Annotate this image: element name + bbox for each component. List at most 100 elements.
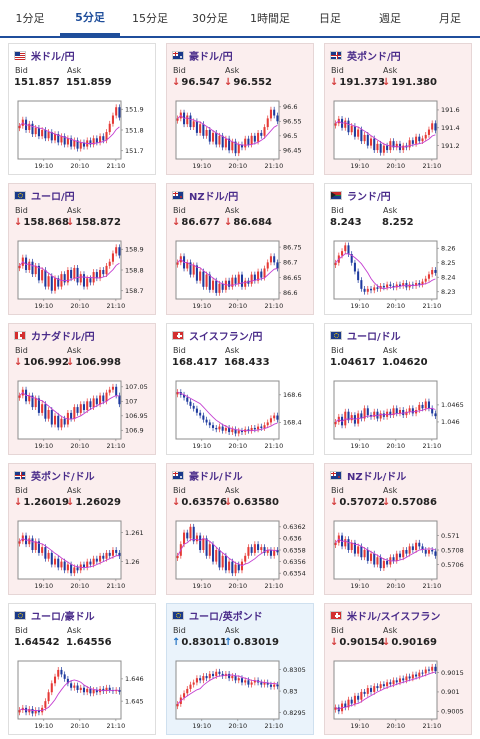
candle-body: [427, 401, 430, 409]
rate-card[interactable]: 米ドル/スイスフラン Bid Ask ↓0.90154 ↓0.90169 0.9015 0.…: [324, 603, 472, 735]
tab-timeframe[interactable]: 週足: [379, 12, 401, 25]
candle-body: [237, 430, 240, 434]
candle-body: [118, 690, 121, 692]
candlestick-chart[interactable]: 191.6 191.4 191.2 19:10 20:10 21:10: [329, 99, 469, 173]
candle-body: [231, 277, 234, 287]
candlestick-chart[interactable]: 1.0465 1.046 19:10 20:10 21:10: [329, 379, 469, 453]
rate-card[interactable]: 英ポンド/円 Bid Ask ↓191.373 ↓191.380 191.6 191.4 19…: [324, 43, 472, 175]
rate-card[interactable]: ユーロ/円 Bid Ask ↓158.868 ↓158.872 158.9 158.8 158…: [8, 183, 156, 315]
tab-timeframe[interactable]: 1分足: [15, 12, 45, 25]
tab-timeframe[interactable]: 1時間足: [250, 12, 290, 25]
candle-body: [350, 415, 353, 421]
y-tick-label: 0.6354: [283, 570, 306, 578]
candle-body: [205, 274, 208, 287]
candle-body: [250, 274, 253, 284]
candle-body: [405, 550, 408, 554]
y-tick-label: 1.645: [125, 697, 144, 705]
tab-timeframe[interactable]: 日足: [319, 12, 341, 25]
candle-body: [257, 426, 260, 430]
tab-timeframe[interactable]: 30分足: [192, 12, 228, 25]
arrow-down-icon: ↓: [330, 637, 339, 648]
candle-body: [395, 680, 398, 683]
candlestick-chart[interactable]: 151.9 151.8 151.7 19:10 20:10 21:10: [13, 99, 153, 173]
x-tick-label: 19:10: [350, 722, 369, 730]
candlestick-chart[interactable]: 96.6 96.55 96.5 96.45 19:10 20:10 21:10: [171, 99, 311, 173]
arrow-down-icon: ↓: [14, 217, 23, 228]
tab-timeframe[interactable]: 5分足: [60, 0, 120, 36]
y-tick-label: 0.9015: [441, 669, 464, 677]
za-flag: [330, 190, 342, 200]
rate-card[interactable]: 豪ドル/ドル Bid Ask ↓0.63576 ↓0.63580 0.6362 0.636 0…: [166, 463, 314, 595]
rate-card[interactable]: ランド/円 Bid Ask 8.243 8.252 8.26 8.25 8.24 8.23 19:…: [324, 183, 472, 315]
ask-label: Ask: [67, 626, 82, 635]
y-tick-label: 106.9: [125, 427, 144, 435]
candlestick-chart[interactable]: 0.6362 0.636 0.6358 0.6356 0.6354 19:10 20:10 2…: [171, 519, 311, 593]
candlestick-chart[interactable]: 0.571 0.5708 0.5706 19:10 20:10 21:10: [329, 519, 469, 593]
rate-card[interactable]: NZドル/ドル Bid Ask ↓0.57072 ↓0.57086 0.571 0.5708…: [324, 463, 472, 595]
candlestick-chart[interactable]: 86.75 86.7 86.65 86.6 19:10 20:10 21:10: [171, 239, 311, 313]
y-tick-label: 86.75: [283, 243, 302, 251]
candle-body: [18, 710, 21, 713]
bid-label: Bid: [173, 66, 186, 75]
ask-value: ↓0.63580: [224, 497, 279, 508]
x-tick-label: 19:10: [34, 442, 53, 450]
rate-card[interactable]: ユーロ/ドル Bid Ask 1.04617 1.04620 1.0465 1.046 19:…: [324, 323, 472, 455]
tab-timeframe[interactable]: 月足: [439, 12, 461, 25]
currency-pair-name[interactable]: 米ドル/スイスフラン: [347, 611, 441, 623]
candlestick-chart[interactable]: 107.05 107 106.95 106.9 19:10 20:10 21:10: [13, 379, 153, 453]
rate-card[interactable]: 英ポンド/ドル Bid Ask ↓1.26019 ↓1.26029 1.261 1.26 19…: [8, 463, 156, 595]
candlestick-chart[interactable]: 1.646 1.645 19:10 20:10 21:10: [13, 659, 153, 733]
candlestick-chart[interactable]: 0.9015 0.901 0.9005 19:10 20:10 21:10: [329, 659, 469, 733]
candle-body: [28, 538, 31, 545]
rate-card[interactable]: スイスフラン/円 Bid Ask 168.417 168.433 168.6 168.4 19…: [166, 323, 314, 455]
candle-body: [347, 699, 350, 708]
tab-timeframe[interactable]: 15分足: [132, 12, 168, 25]
bid-price: 1.64542: [14, 637, 60, 648]
candle-body: [231, 561, 234, 574]
candlestick-chart[interactable]: 8.26 8.25 8.24 8.23 19:10 20:10 21:10: [329, 239, 469, 313]
ask-value: 1.64556: [66, 637, 112, 648]
currency-pair-name[interactable]: 豪ドル/ドル: [189, 471, 243, 483]
currency-pair-name[interactable]: 米ドル/円: [31, 51, 75, 63]
ask-value: 168.433: [224, 357, 270, 368]
currency-pair-name[interactable]: 英ポンド/ドル: [31, 471, 95, 483]
rate-card[interactable]: ユーロ/豪ドル Bid Ask 1.64542 1.64556 1.646 1.645 19:…: [8, 603, 156, 735]
candlestick-chart[interactable]: 0.8305 0.83 0.8295 19:10 20:10 21:10: [171, 659, 311, 733]
x-tick-label: 21:10: [264, 162, 283, 170]
candle-body: [250, 427, 253, 431]
candle-body: [118, 247, 121, 256]
currency-pair-name[interactable]: スイスフラン/円: [189, 331, 263, 343]
currency-pair-name[interactable]: カナダドル/円: [31, 331, 95, 343]
candle-body: [415, 542, 418, 550]
rate-card[interactable]: 豪ドル/円 Bid Ask ↓96.547 ↓96.552 96.6 96.55 96.5 96…: [166, 43, 314, 175]
y-tick-label: 0.5708: [441, 546, 464, 554]
candlestick-chart[interactable]: 1.261 1.26 19:10 20:10 21:10: [13, 519, 153, 593]
candlestick-chart[interactable]: 158.9 158.8 158.7 19:10 20:10 21:10: [13, 239, 153, 313]
currency-pair-name[interactable]: ユーロ/円: [31, 191, 75, 203]
candle-body: [186, 262, 189, 269]
rate-card[interactable]: ユーロ/英ポンド Bid Ask ↑0.83011 ↑0.83019 0.8305 0.83…: [166, 603, 314, 735]
candle-body: [434, 413, 437, 417]
rate-card[interactable]: カナダドル/円 Bid Ask ↓106.992 ↓106.998 107.05 107 10…: [8, 323, 156, 455]
ask-label: Ask: [383, 486, 398, 495]
candle-body: [205, 130, 208, 136]
currency-pair-name[interactable]: 英ポンド/円: [347, 51, 401, 63]
candle-body: [199, 124, 202, 133]
rate-card[interactable]: 米ドル/円 Bid Ask 151.857 151.859 151.9 151.8 151.7…: [8, 43, 156, 175]
currency-pair-name[interactable]: ユーロ/豪ドル: [31, 611, 95, 623]
candle-body: [360, 691, 363, 700]
currency-pair-name[interactable]: NZドル/ドル: [347, 471, 407, 483]
candle-body: [334, 123, 337, 126]
currency-pair-name[interactable]: ユーロ/英ポンド: [189, 611, 263, 623]
candle-body: [389, 682, 392, 685]
candle-body: [408, 546, 411, 554]
candlestick-chart[interactable]: 168.6 168.4 19:10 20:10 21:10: [171, 379, 311, 453]
ask-label: Ask: [383, 206, 398, 215]
currency-pair-name[interactable]: ランド/円: [347, 191, 391, 203]
bid-value: 1.04617: [330, 357, 376, 368]
candle-body: [102, 688, 105, 692]
rate-card[interactable]: NZドル/円 Bid Ask ↓86.677 ↓86.684 86.75 86.7 86.65…: [166, 183, 314, 315]
currency-pair-name[interactable]: NZドル/円: [189, 191, 239, 203]
currency-pair-name[interactable]: 豪ドル/円: [189, 51, 233, 63]
currency-pair-name[interactable]: ユーロ/ドル: [347, 331, 401, 343]
